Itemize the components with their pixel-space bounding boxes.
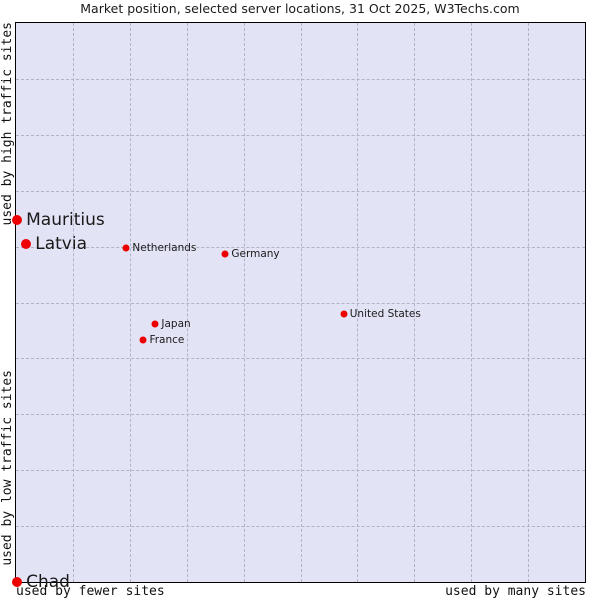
gridline-vertical	[243, 23, 245, 582]
data-point-marker	[340, 310, 348, 318]
gridline-vertical	[528, 23, 530, 582]
gridline-horizontal	[16, 302, 585, 304]
gridline-vertical	[129, 23, 131, 582]
gridline-horizontal	[16, 358, 585, 360]
gridline-horizontal	[16, 246, 585, 248]
data-point-label: United States	[349, 307, 421, 320]
gridline-horizontal	[16, 190, 585, 192]
gridline-vertical	[72, 23, 74, 582]
gridlines	[16, 23, 585, 582]
data-point-label: Latvia	[35, 233, 87, 254]
gridline-horizontal	[16, 470, 585, 472]
data-point-marker	[12, 214, 23, 225]
gridline-horizontal	[16, 526, 585, 528]
gridline-vertical	[300, 23, 302, 582]
data-point-label: France	[149, 333, 185, 346]
gridline-horizontal	[16, 414, 585, 416]
data-point-label: Netherlands	[132, 241, 197, 254]
y-axis-label-bottom: used by low traffic sites	[0, 370, 15, 566]
gridline-horizontal	[16, 78, 585, 80]
data-point-label: Mauritius	[26, 209, 105, 230]
gridline-vertical	[357, 23, 359, 582]
data-point-label: Japan	[161, 317, 191, 330]
chart-title: Market position, selected server locatio…	[80, 1, 520, 16]
plot-area: Mauritius Latvia Netherlands Germany United …	[12, 22, 586, 592]
x-axis-label-right: used by many sites	[445, 584, 586, 599]
data-point-marker	[12, 577, 23, 587]
gridline-vertical	[414, 23, 416, 582]
data-point-marker	[21, 238, 32, 249]
data-point-label: Chad	[26, 572, 70, 592]
data-point-marker	[151, 320, 159, 328]
gridline-vertical	[471, 23, 473, 582]
data-point-marker	[122, 244, 130, 252]
y-axis-label-top: used by high traffic sites	[0, 22, 15, 226]
gridline-horizontal	[16, 134, 585, 136]
gridline-vertical	[186, 23, 188, 582]
data-point-marker	[221, 250, 229, 258]
data-point-label: Germany	[231, 248, 280, 261]
x-axis-label-left: used by fewer sites	[16, 584, 165, 599]
data-point-marker	[139, 336, 147, 344]
